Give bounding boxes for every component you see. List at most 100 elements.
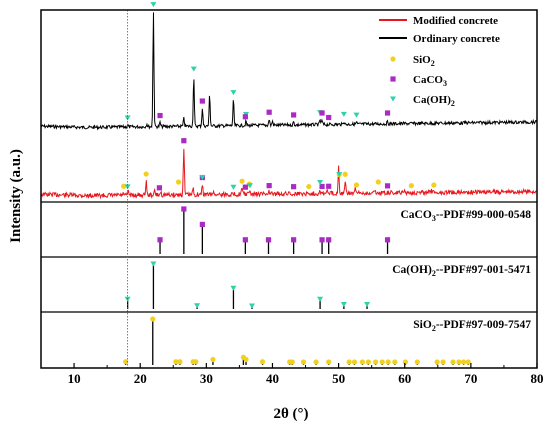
reference-circle-marker (450, 359, 456, 365)
reference-circle-marker (460, 359, 467, 365)
reference-circle-marker (193, 359, 199, 365)
series-1-triangle-marker (317, 179, 324, 185)
series-0-square-marker (326, 114, 332, 121)
reference-circle-marker (346, 359, 352, 365)
reference-circle-marker (434, 359, 440, 365)
series-0-triangle-marker (190, 66, 197, 72)
reference-triangle-marker (230, 285, 237, 291)
reference-circle-marker (123, 359, 129, 365)
reference-circle-marker (392, 359, 398, 365)
reference-triangle-marker (194, 303, 201, 309)
reference-circle-marker (313, 359, 319, 365)
reference-circle-marker (365, 359, 371, 365)
x-tick-label: 60 (398, 371, 411, 386)
legend-label-4: Ca(OH)2 (413, 94, 455, 108)
series-0-triangle-marker (230, 90, 237, 96)
series-1-triangle-marker (230, 184, 237, 190)
legend-label-1: Ordinary concrete (413, 33, 500, 45)
reference-triangle-marker (340, 301, 347, 307)
reference-square-marker (319, 237, 325, 243)
reference-square-marker (384, 237, 391, 243)
series-line-1 (40, 148, 538, 200)
series-0-square-marker (266, 109, 272, 115)
x-tick-label: 70 (464, 371, 477, 386)
reference-circle-marker (414, 359, 420, 365)
series-0-square-marker (384, 110, 391, 116)
y-axis-label: Intensity (a.u.) (8, 149, 24, 243)
reference-circle-marker (359, 359, 366, 365)
reference-circle-marker (351, 359, 358, 365)
reference-circle-marker (210, 356, 216, 363)
series-1-square-marker (181, 138, 187, 144)
series-1-triangle-marker (124, 184, 131, 190)
series-1-square-marker (384, 183, 391, 189)
series-1-circle-marker (143, 171, 149, 177)
reference-circle-marker (440, 359, 446, 365)
x-tick-label: 80 (531, 371, 544, 386)
x-axis-label: 2θ (°) (273, 406, 308, 422)
reference-square-marker (326, 237, 332, 243)
series-1-square-marker (319, 183, 325, 190)
reference-square-marker (199, 221, 205, 227)
x-tick-label: 40 (266, 371, 279, 386)
spectra-layer (40, 2, 538, 200)
reference-label-0: CaCO3--PDF#99-000-0548 (401, 209, 532, 223)
reference-square-marker (181, 206, 187, 212)
reference-square-marker (242, 237, 248, 243)
x-tick-label: 20 (134, 371, 147, 386)
reference-label-2: SiO2--PDF#97-009-7547 (413, 319, 531, 333)
series-1-triangle-marker (199, 175, 206, 181)
legend-label-2: SiO2 (413, 54, 435, 68)
reference-circle-marker (243, 356, 249, 363)
series-0-square-marker (157, 112, 163, 119)
legend-square-marker (390, 76, 396, 82)
series-1-triangle-marker (246, 183, 253, 189)
panel-layer: CaCO3--PDF#99-000-0548 Ca(OH)2--PDF#97-00… (41, 201, 537, 365)
series-1-square-marker (291, 184, 297, 190)
reference-square-marker (157, 237, 163, 243)
reference-label-1: Ca(OH)2--PDF#97-001-5471 (392, 264, 531, 278)
series-1-circle-marker (239, 178, 245, 184)
series-1-circle-marker (431, 182, 437, 188)
series-0-square-marker (291, 112, 297, 118)
plot-frame (40, 9, 538, 369)
reference-circle-marker (289, 359, 295, 365)
series-1-square-marker (242, 184, 248, 190)
reference-circle-marker (402, 359, 408, 365)
series-0-triangle-marker (150, 2, 157, 8)
x-tick-label: 30 (200, 371, 213, 386)
series-1-square-marker (156, 185, 162, 191)
series-1-circle-marker (375, 179, 381, 185)
series-1-circle-marker (306, 183, 312, 190)
series-1-circle-marker (175, 179, 182, 185)
reference-circle-marker (300, 359, 307, 365)
reference-square-marker (265, 237, 272, 243)
reference-circle-marker (385, 359, 391, 365)
reference-circle-marker (373, 359, 379, 365)
series-1-square-marker (326, 183, 332, 189)
reference-circle-marker (150, 316, 156, 322)
series-0-triangle-marker (124, 115, 131, 121)
legend: Modified concrete Ordinary concrete SiO2 Ca… (379, 15, 500, 108)
x-tick-label: 10 (68, 371, 81, 386)
reference-circle-marker (465, 359, 471, 365)
reference-circle-marker (177, 359, 183, 365)
axis-layer: 10 20 30 40 50 60 70 80 (40, 9, 544, 386)
reference-triangle-marker (248, 303, 255, 309)
reference-circle-marker (456, 359, 462, 365)
series-0-square-marker (199, 98, 205, 104)
series-line-0 (40, 12, 538, 131)
series-0-triangle-marker (340, 111, 347, 117)
series-0-triangle-marker (353, 112, 360, 118)
series-1-triangle-marker (336, 171, 343, 177)
reference-circle-marker (173, 359, 179, 365)
legend-label-0: Modified concrete (413, 15, 498, 27)
series-1-circle-marker (353, 182, 360, 188)
reference-circle-marker (326, 359, 332, 365)
series-1-square-marker (266, 183, 272, 189)
reference-circle-marker (379, 359, 385, 365)
reference-triangle-marker (364, 301, 371, 307)
reference-circle-marker (259, 359, 266, 365)
legend-triangle-marker (390, 96, 396, 102)
